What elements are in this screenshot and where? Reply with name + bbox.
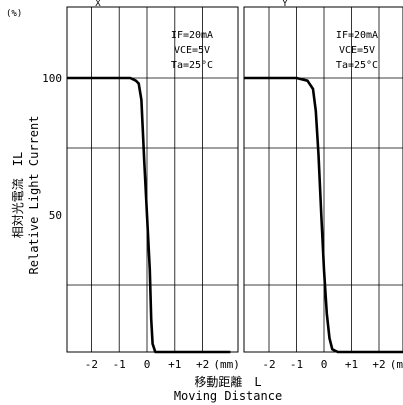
condition-label: IF=20mA xyxy=(171,30,213,41)
top-marker-y: Y xyxy=(282,0,288,9)
x-unit-label: (mm) xyxy=(390,358,403,371)
y-axis-title-en: Relative Light Current xyxy=(27,116,41,275)
x-tick-label: -1 xyxy=(113,358,126,371)
x-tick-label: 0 xyxy=(144,358,151,371)
condition-label: VCE=5V xyxy=(339,45,375,56)
x-tick-label: +1 xyxy=(345,358,358,371)
condition-label: Ta=25°C xyxy=(171,60,213,71)
chart-panel-y-direction: -2 -1 0 +1 +2 (mm) IF=20mA VCE=5V Ta=25°C xyxy=(243,6,403,371)
x-tick-label: +2 xyxy=(372,358,385,371)
series-line xyxy=(67,76,231,354)
x-axis-title-en: Moving Distance xyxy=(174,389,282,403)
x-tick-label: +2 xyxy=(196,358,209,371)
x-unit-label: (mm) xyxy=(213,358,240,371)
series-line xyxy=(244,76,403,354)
y-axis-title-jp: 相対光電流 IL xyxy=(11,152,25,238)
plot-frame xyxy=(66,6,239,353)
plot-frame xyxy=(243,6,403,353)
top-marker-x: X xyxy=(95,0,101,9)
x-tick-label: 0 xyxy=(321,358,328,371)
x-tick-label: -1 xyxy=(290,358,303,371)
x-axis-title-jp: 移動距離 L xyxy=(194,375,261,389)
chart-panel-x-direction: 100 50 -2 -1 0 +1 +2 (mm) IF=20mA VCE=5V Ta=25°C xyxy=(42,6,240,371)
x-tick-label: +1 xyxy=(168,358,181,371)
condition-label: Ta=25°C xyxy=(336,60,378,71)
x-tick-label: -2 xyxy=(85,358,98,371)
x-tick-label: -2 xyxy=(262,358,275,371)
condition-label: IF=20mA xyxy=(336,30,378,41)
y-unit-label: (%) xyxy=(6,9,22,19)
y-tick-label: 100 xyxy=(42,72,62,85)
condition-label: VCE=5V xyxy=(174,45,210,56)
y-tick-label: 50 xyxy=(49,209,62,222)
